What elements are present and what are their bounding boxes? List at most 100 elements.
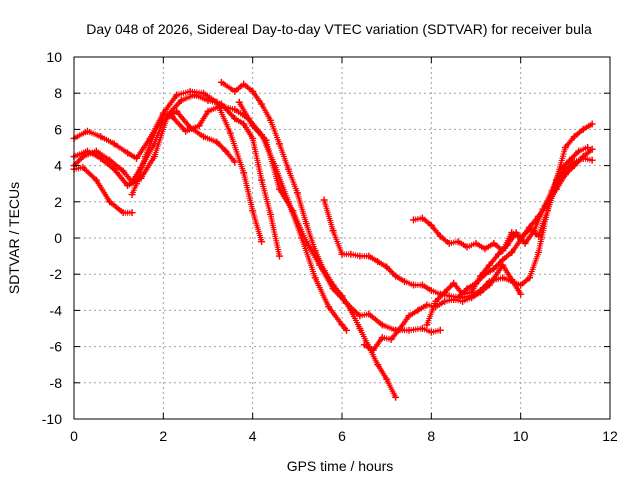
data-point bbox=[369, 346, 377, 354]
data-point bbox=[535, 232, 543, 240]
data-point bbox=[517, 281, 525, 289]
data-point bbox=[186, 87, 194, 95]
data-point bbox=[217, 78, 225, 86]
data-point bbox=[409, 216, 417, 224]
y-tick-label: -8 bbox=[50, 375, 63, 391]
data-point bbox=[396, 325, 404, 332]
data-point bbox=[150, 129, 158, 137]
data-point bbox=[570, 133, 578, 141]
data-point bbox=[133, 180, 141, 188]
y-tick-label: 8 bbox=[54, 85, 62, 101]
data-point bbox=[579, 125, 587, 133]
data-point bbox=[110, 165, 118, 173]
data-point bbox=[231, 105, 239, 113]
data-point bbox=[441, 297, 449, 305]
y-tick-label: 6 bbox=[54, 121, 62, 137]
data-point bbox=[521, 239, 529, 247]
series-markers bbox=[455, 146, 596, 301]
data-point bbox=[472, 239, 480, 247]
y-tick-label: 4 bbox=[54, 158, 62, 174]
data-point bbox=[97, 133, 105, 141]
data-point bbox=[258, 238, 266, 246]
y-tick-label: 0 bbox=[54, 230, 62, 246]
data-point bbox=[302, 220, 310, 228]
data-point bbox=[173, 91, 181, 99]
data-point bbox=[141, 153, 149, 161]
data-point bbox=[79, 153, 87, 161]
data-point bbox=[128, 191, 136, 199]
data-point bbox=[552, 185, 560, 193]
data-point bbox=[267, 116, 275, 124]
data-point bbox=[97, 154, 105, 162]
data-point bbox=[267, 210, 275, 218]
x-tick-label: 6 bbox=[338, 428, 346, 444]
data-point bbox=[249, 122, 257, 130]
data-point bbox=[485, 261, 493, 269]
data-point bbox=[454, 238, 462, 246]
y-tick-label: -10 bbox=[42, 411, 62, 427]
data-point bbox=[418, 325, 426, 332]
data-point bbox=[557, 165, 565, 173]
data-point bbox=[427, 286, 435, 294]
data-point bbox=[293, 189, 301, 197]
y-tick-label: -6 bbox=[50, 339, 63, 355]
data-point bbox=[423, 301, 431, 309]
data-point bbox=[392, 393, 400, 401]
data-point bbox=[226, 129, 234, 137]
data-point bbox=[490, 239, 498, 247]
data-point bbox=[231, 158, 239, 166]
data-point bbox=[92, 176, 100, 184]
data-point bbox=[289, 207, 297, 215]
data-point bbox=[494, 250, 502, 258]
data-point bbox=[258, 100, 266, 108]
data-point bbox=[182, 127, 190, 135]
data-point bbox=[240, 120, 248, 128]
data-point bbox=[405, 326, 413, 334]
data-point bbox=[213, 138, 221, 146]
data-point bbox=[588, 156, 596, 164]
data-point bbox=[249, 207, 257, 215]
data-point bbox=[463, 285, 471, 293]
data-point bbox=[432, 297, 440, 305]
data-point bbox=[159, 111, 167, 119]
data-point bbox=[535, 212, 543, 220]
data-point bbox=[275, 252, 283, 260]
data-point bbox=[258, 176, 266, 184]
data-point bbox=[150, 153, 158, 161]
data-point bbox=[561, 171, 569, 179]
data-point bbox=[338, 321, 346, 329]
data-point bbox=[526, 274, 534, 282]
x-tick-label: 4 bbox=[249, 428, 257, 444]
x-tick-label: 12 bbox=[602, 428, 618, 444]
chart-title: Day 048 of 2026, Sidereal Day-to-day VTE… bbox=[86, 21, 592, 37]
series-arc-i bbox=[360, 261, 525, 354]
data-point bbox=[584, 144, 592, 151]
data-point bbox=[543, 200, 551, 208]
data-point bbox=[249, 87, 257, 95]
data-point bbox=[517, 236, 525, 244]
data-point bbox=[360, 341, 368, 349]
x-axis-label: GPS time / hours bbox=[287, 458, 394, 474]
data-point bbox=[588, 145, 596, 153]
series-arc-f bbox=[217, 78, 400, 401]
data-point bbox=[365, 310, 373, 318]
y-tick-label: -2 bbox=[50, 266, 63, 282]
series-line bbox=[238, 101, 442, 334]
data-point bbox=[427, 328, 435, 336]
data-point bbox=[383, 263, 391, 271]
series-arc-l bbox=[454, 145, 596, 302]
series-markers bbox=[71, 164, 136, 216]
data-point bbox=[476, 288, 484, 296]
series-arc-c bbox=[70, 107, 239, 186]
data-point bbox=[83, 147, 91, 155]
data-point bbox=[128, 209, 136, 217]
data-point bbox=[378, 334, 386, 342]
data-point bbox=[124, 149, 132, 157]
series-line bbox=[323, 122, 594, 299]
data-point bbox=[204, 96, 212, 104]
data-point bbox=[427, 221, 435, 229]
data-point bbox=[106, 156, 114, 164]
data-point bbox=[450, 296, 458, 304]
data-point bbox=[463, 243, 471, 251]
